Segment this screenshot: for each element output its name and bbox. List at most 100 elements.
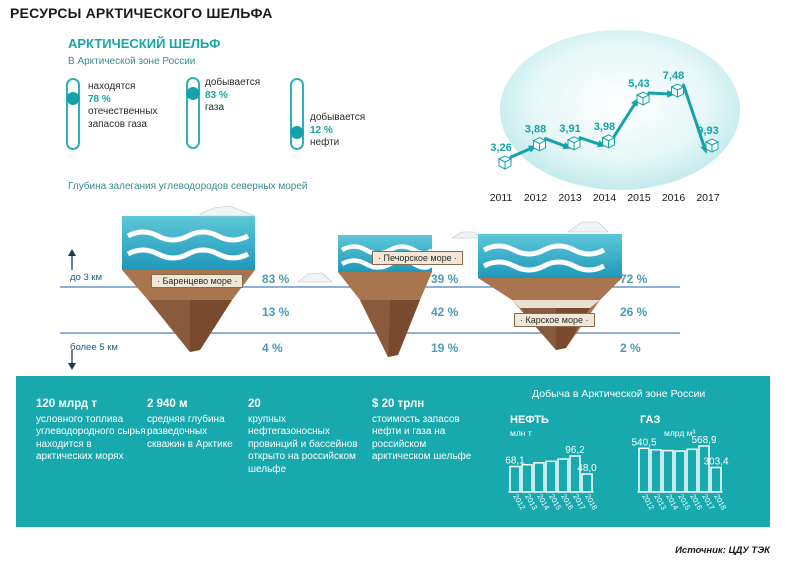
bar — [557, 458, 569, 493]
bar-value-label: 568,9 — [691, 435, 716, 446]
fact-value: 120 млрд т — [36, 398, 98, 410]
bar-value-label: 303,4 — [703, 456, 728, 467]
shelf-subtitle: В Арктической зоне России — [68, 56, 196, 67]
trend-year-label: 2017 — [696, 192, 720, 204]
gas-production-label: добывается 83 % газа — [205, 77, 275, 115]
fact-value: 20 — [248, 398, 261, 410]
production-title: Добыча в Арктической зоне России — [532, 388, 706, 400]
page-title: РЕСУРСЫ АРКТИЧЕСКОГО ШЕЛЬФА — [10, 5, 273, 21]
trend-value-label: 3,98 — [594, 121, 615, 133]
cube-icon — [532, 137, 547, 152]
cube-icon — [566, 136, 582, 151]
stat-post: отечественных запасов газа — [88, 106, 158, 130]
bar-value-label: 68,1 — [505, 456, 525, 467]
depth-label-5km: более 5 км — [70, 342, 118, 353]
trend-value-label: 9,93 — [697, 125, 718, 137]
depth-label-3km: до 3 км — [70, 272, 103, 283]
trend-value-label: 7,48 — [663, 70, 684, 82]
gauge-gas-production — [186, 77, 200, 149]
pct-kara-lower: 2 % — [620, 341, 641, 355]
bar — [638, 447, 650, 493]
bar-tick-label: 2018 — [712, 493, 728, 512]
bar — [710, 466, 722, 493]
sea-tag-kara: · Карское море · — [514, 313, 595, 327]
fact-value: $ 20 трлн — [372, 398, 425, 410]
bar-value-label: 48,0 — [577, 463, 597, 474]
trend-year-label: 2014 — [593, 192, 617, 204]
arrow-up-head — [68, 249, 76, 256]
fact-fuel: 120 млрд т условного топлива углеводород… — [36, 398, 148, 464]
pct-pechora-mid: 42 % — [431, 305, 459, 319]
gauge-level-dot — [290, 126, 304, 139]
cube-icon — [601, 134, 616, 149]
arrow-down-head — [68, 363, 76, 370]
bar-tick-label: 2018 — [583, 493, 599, 512]
trend-value-label: 3,91 — [559, 123, 580, 135]
trend-year-label: 2012 — [524, 192, 548, 204]
stat-pre: добывается — [205, 77, 261, 88]
pct-barents-lower: 4 % — [262, 341, 283, 355]
bar-value-label: 540,5 — [631, 437, 656, 448]
gas-reserves-label: находятся 78 % отечественных запасов газ… — [88, 81, 158, 131]
bar — [509, 465, 521, 493]
trend-arrow — [647, 91, 672, 96]
cube-icon — [635, 91, 651, 106]
facts-panel — [16, 376, 770, 527]
shelf-title: АРКТИЧЕСКИЙ ШЕЛЬФ — [68, 36, 221, 51]
depth-title: Глубина залегания углеводородов северных… — [68, 181, 308, 192]
stat-post: газа — [205, 102, 225, 113]
trend-arrow — [613, 100, 638, 138]
pct-barents-mid: 13 % — [262, 305, 290, 319]
pct-kara-mid: 26 % — [620, 305, 648, 319]
bar — [674, 450, 686, 493]
bar — [662, 449, 674, 493]
gas-unit: млрд м³ — [664, 428, 696, 438]
cube-icon — [704, 138, 720, 153]
cube-icon — [497, 155, 513, 170]
pct-pechora-lower: 19 % — [431, 341, 459, 355]
pct-pechora-upper: 39 % — [431, 272, 459, 286]
gauge-level-dot — [186, 87, 200, 100]
fact-text: стоимость запасов нефти и газа на россий… — [372, 413, 472, 463]
trend-value-label: 5,43 — [628, 78, 649, 90]
pct-kara-upper: 72 % — [620, 272, 648, 286]
gauge-oil-production — [290, 78, 304, 150]
bar — [581, 473, 593, 493]
bar — [533, 462, 545, 493]
fact-value: 2 940 м — [147, 398, 188, 410]
bar — [521, 463, 533, 493]
trend-year-label: 2015 — [627, 192, 651, 204]
bar — [650, 449, 662, 493]
bar — [698, 445, 710, 493]
stat-pre: добывается — [310, 112, 366, 123]
fact-text: крупных нефтегазоносных провинций и басс… — [248, 413, 358, 475]
bar-value-label: 96,2 — [565, 445, 585, 456]
sea-tag-pechora: · Печорское море · — [372, 251, 464, 265]
oil-title: НЕФТЬ — [510, 414, 549, 426]
source-note: Источник: ЦДУ ТЭК — [675, 545, 770, 556]
fact-provinces: 20 крупных нефтегазоносных провинций и б… — [248, 398, 363, 476]
trend-chart: 3,26 2011 3,88 2012 3,91 2013 3,98 2014 5,43 2015… — [490, 70, 720, 204]
fact-text: условного топлива углеводородного сырья … — [36, 413, 146, 463]
trend-arrow — [682, 83, 707, 151]
stat-value: 83 % — [205, 89, 228, 101]
gauge-level-dot — [66, 92, 80, 105]
trend-arrow — [544, 137, 569, 149]
trend-value-label: 3,26 — [490, 142, 511, 154]
oil-unit: млн т — [510, 428, 532, 438]
trend-arrow — [509, 146, 534, 159]
bar — [545, 460, 557, 493]
fact-depth: 2 940 м средняя глубина разведочных сква… — [147, 398, 237, 451]
trend-background — [500, 30, 740, 190]
stat-post: нефти — [310, 137, 340, 148]
fact-value-reserves: $ 20 трлн стоимость запасов нефти и газа… — [372, 398, 472, 464]
pct-barents-upper: 83 % — [262, 272, 290, 286]
oil-production-label: добывается 12 % нефти — [310, 112, 380, 150]
trend-year-label: 2011 — [490, 192, 513, 204]
stat-value: 78 % — [88, 93, 111, 105]
trend-year-label: 2013 — [558, 192, 582, 204]
stat-value: 12 % — [310, 124, 333, 136]
trend-arrow — [578, 136, 603, 147]
